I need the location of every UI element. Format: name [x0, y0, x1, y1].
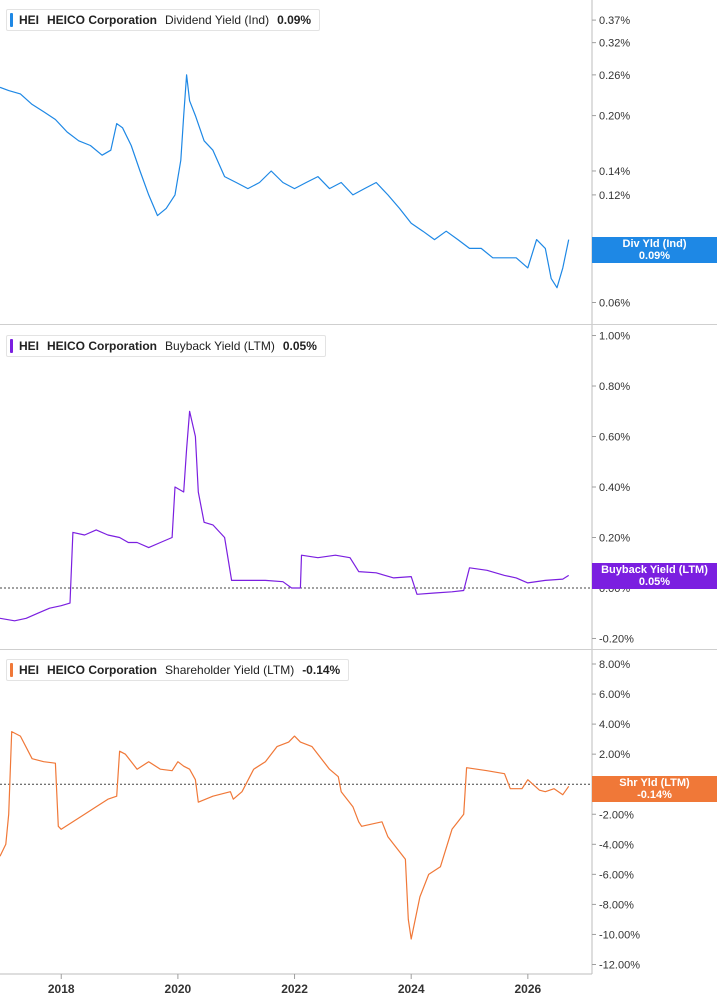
y-tick-label: 4.00%: [599, 719, 630, 731]
y-tick-label: 0.14%: [599, 166, 630, 178]
legend-value: 0.09%: [277, 13, 312, 27]
x-tick-label: 2020: [165, 982, 192, 996]
legend-metric: Shareholder Yield (LTM): [165, 663, 295, 677]
y-tick-label: 0.06%: [599, 297, 630, 309]
legend-shareholder-yield[interactable]: HEI HEICO Corporation Shareholder Yield …: [6, 659, 350, 681]
series-line: [0, 410, 570, 622]
y-tick-label: 1.00%: [599, 331, 630, 343]
end-tag-value: -0.14%: [637, 789, 672, 801]
x-tick-label: 2026: [514, 982, 541, 996]
x-tick-label: 2024: [398, 982, 425, 996]
legend-value: 0.05%: [282, 339, 317, 353]
legend-company: HEICO Corporation: [47, 13, 158, 27]
end-tag-label: Buyback Yield (LTM): [601, 564, 708, 576]
y-tick-label: 0.26%: [599, 70, 630, 82]
legend-buyback-yield[interactable]: HEI HEICO Corporation Buyback Yield (LTM…: [6, 335, 326, 357]
y-tick-label: 2.00%: [599, 749, 630, 761]
legend-color-swatch: [10, 339, 13, 353]
end-tag-buyback-yield: Buyback Yield (LTM) 0.05%: [592, 563, 717, 589]
y-tick-label: 6.00%: [599, 689, 630, 701]
end-tag-dividend-yield: Div Yld (Ind) 0.09%: [592, 237, 717, 263]
y-tick-label: 0.20%: [599, 532, 630, 544]
y-tick-label: -8.00%: [599, 899, 634, 911]
series-line: [0, 731, 570, 940]
end-tag-label: Div Yld (Ind): [622, 238, 687, 250]
legend-value: -0.14%: [302, 663, 341, 677]
y-tick-label: 0.80%: [599, 381, 630, 393]
legend-ticker: HEI: [19, 13, 40, 27]
end-tag-value: 0.09%: [638, 250, 671, 262]
end-tag-value: 0.05%: [638, 576, 671, 588]
legend-ticker: HEI: [19, 663, 40, 677]
legend-metric: Dividend Yield (Ind): [165, 13, 270, 27]
x-tick-label: 2018: [48, 982, 75, 996]
y-tick-label: -10.00%: [599, 929, 640, 941]
y-tick-label: -4.00%: [599, 839, 634, 851]
legend-color-swatch: [10, 13, 13, 27]
y-tick-label: -12.00%: [599, 959, 640, 971]
legend-ticker: HEI: [19, 339, 40, 353]
series-line: [0, 74, 570, 289]
y-tick-label: 0.60%: [599, 432, 630, 444]
legend-color-swatch: [10, 663, 13, 677]
y-tick-label: 0.12%: [599, 190, 630, 202]
series-lines: [0, 74, 570, 940]
end-tag-label: Shr Yld (LTM): [619, 777, 690, 789]
y-tick-label: 8.00%: [599, 659, 630, 671]
y-tick-label: -2.00%: [599, 809, 634, 821]
y-tick-label: 0.32%: [599, 38, 630, 50]
zero-lines: [0, 587, 592, 785]
y-tick-label: -0.20%: [599, 633, 634, 645]
legend-dividend-yield[interactable]: HEI HEICO Corporation Dividend Yield (In…: [6, 9, 321, 31]
y-tick-label: 0.37%: [599, 15, 630, 27]
end-tag-shareholder-yield: Shr Yld (LTM) -0.14%: [592, 776, 717, 802]
legend-company: HEICO Corporation: [47, 339, 158, 353]
legend-metric: Buyback Yield (LTM): [165, 339, 275, 353]
y-tick-label: -6.00%: [599, 869, 634, 881]
y-tick-label: 0.40%: [599, 482, 630, 494]
legend-company: HEICO Corporation: [47, 663, 158, 677]
y-tick-label: 0.20%: [599, 111, 630, 123]
x-tick-label: 2022: [281, 982, 308, 996]
